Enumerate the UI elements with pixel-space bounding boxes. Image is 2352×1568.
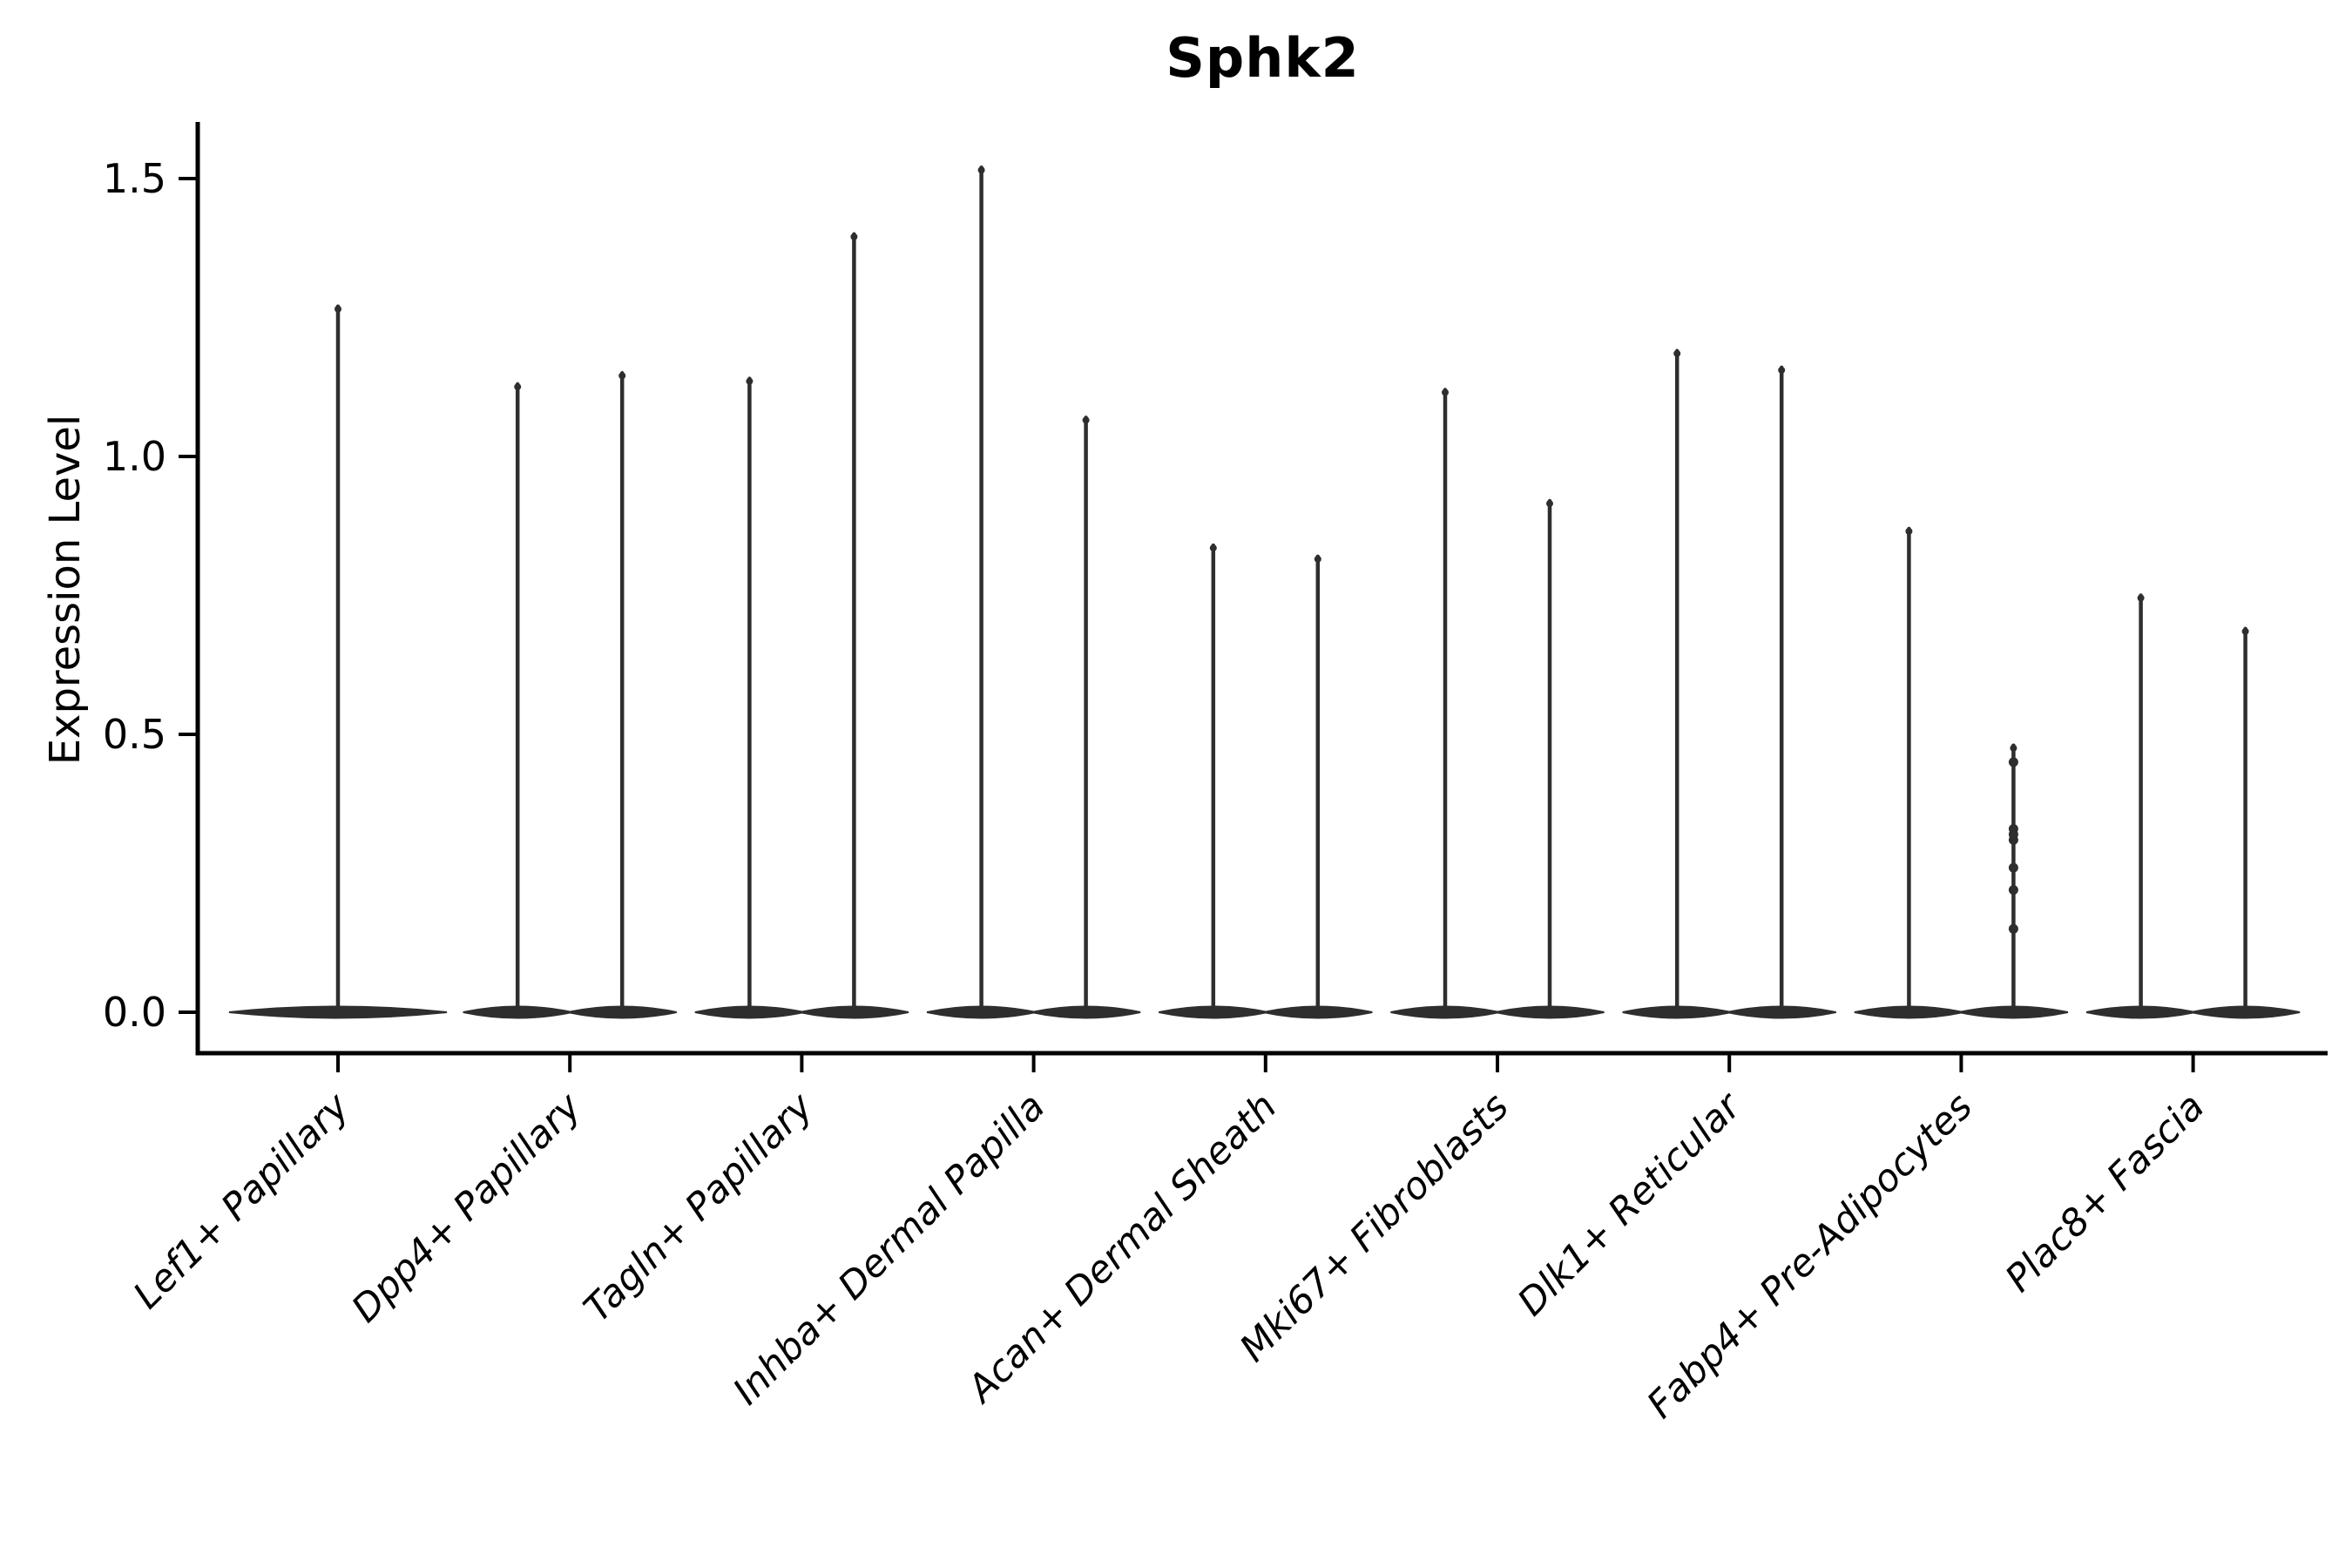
x-tick-label: Mki67+ Fibroblasts (1232, 1085, 1517, 1370)
violin-max-point (1546, 500, 1553, 508)
violin-jitter-point (2008, 885, 2018, 896)
y-tick-label: 0.0 (103, 989, 166, 1036)
violin-max-point (1905, 527, 1913, 535)
violin-max-point (1314, 555, 1321, 563)
x-tick-label: Lef1+ Papillary (125, 1085, 358, 1317)
violin-max-point (746, 377, 754, 385)
x-tick-label: Dpp4+ Papillary (343, 1085, 590, 1331)
y-tick-label: 0.5 (103, 711, 166, 758)
x-tick-label: Plac8+ Fascia (1997, 1085, 2213, 1301)
violin-max-point (1082, 416, 1090, 424)
violin-jitter-point (2008, 757, 2018, 767)
violin-max-point (1673, 349, 1681, 357)
violin-max-point (850, 233, 858, 240)
violin-max-point (977, 166, 985, 174)
violin-jitter-point (2008, 862, 2018, 873)
chart-title: Sphk2 (1166, 26, 1360, 90)
violin-max-point (1442, 389, 1449, 396)
violin-max-point (514, 383, 522, 391)
violin-max-point (1209, 544, 1217, 552)
violin-max-point (1778, 366, 1786, 374)
violin-max-point (2010, 744, 2017, 752)
violin-max-point (335, 305, 341, 313)
violin-jitter-point (2008, 923, 2018, 934)
violin-max-point (2137, 594, 2145, 602)
y-tick-label: 1.5 (103, 155, 166, 202)
violin-max-point (2241, 627, 2249, 635)
violin-jitter-point (2008, 835, 2018, 845)
x-tick-label: Tagln+ Papillary (576, 1085, 822, 1331)
x-tick-label: Dlk1+ Reticular (1510, 1084, 1751, 1325)
violin-max-point (618, 372, 626, 380)
y-tick-label: 1.0 (103, 433, 166, 480)
